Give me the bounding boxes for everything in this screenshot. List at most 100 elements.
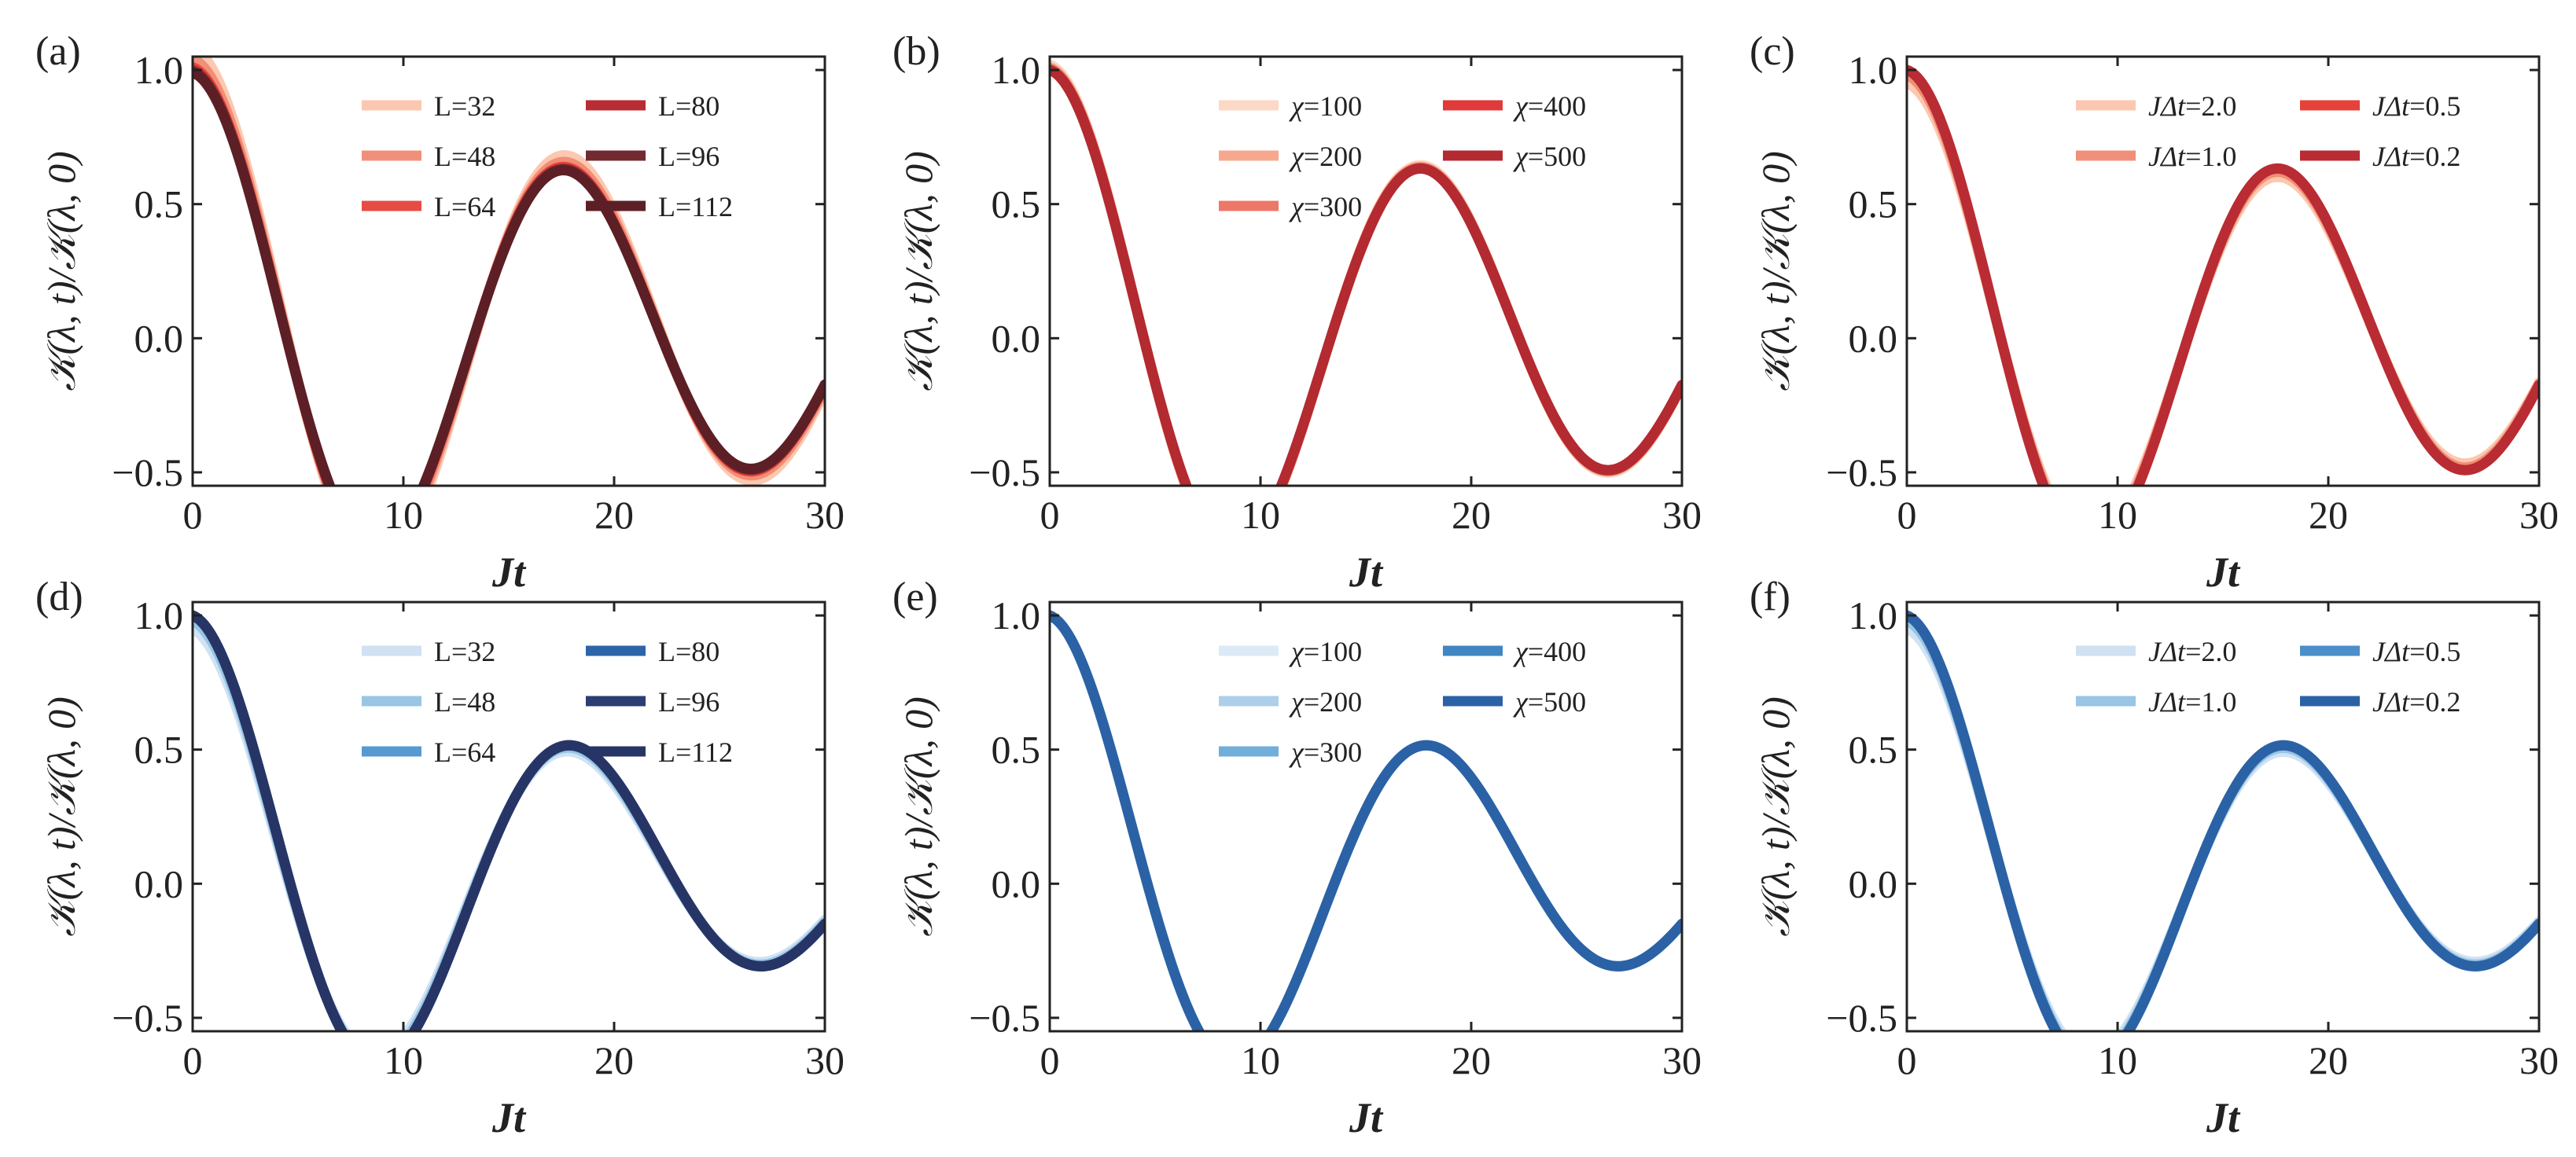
series-line-5 [193, 610, 825, 1031]
series-line-3 [193, 64, 825, 486]
y-tick-label: 0.5 [1849, 182, 1898, 226]
legend: JΔt=2.0 JΔt=1.0 JΔt=0.5 JΔt=0.2 [2076, 636, 2460, 718]
series-line-2 [193, 62, 825, 486]
legend-label: L=112 [658, 191, 733, 222]
legend-label: L=112 [658, 736, 733, 768]
series-lines [1907, 610, 2539, 1031]
series-lines [1050, 59, 1682, 486]
series-line-4 [1050, 64, 1682, 486]
legend-item: L=80 [586, 90, 719, 122]
legend-label: χ=400 [1513, 636, 1586, 667]
series-line-1 [193, 57, 825, 486]
series-line-0 [197, 57, 825, 486]
legend-label: JΔt=0.2 [2372, 686, 2460, 718]
y-tick-label: −0.5 [112, 450, 183, 494]
y-tick-label: −0.5 [969, 450, 1040, 494]
legend-label: χ=300 [1289, 736, 1362, 768]
axes-frame [1905, 55, 2541, 487]
x-axis-label: Jt [1349, 1094, 1384, 1141]
legend: χ=100 χ=200 χ=300 χ=400 χ=500 [1219, 636, 1586, 768]
y-axis-label: 𝒦(λ, t)/𝒦(λ, 0) [1754, 151, 1798, 391]
x-tick-label: 30 [805, 493, 845, 537]
legend-item: JΔt=0.2 [2300, 141, 2460, 172]
legend-label: χ=500 [1513, 141, 1586, 172]
y-tick-label: 0.5 [992, 182, 1041, 226]
axes-frame [1048, 55, 1684, 487]
y-tick-label: 0.5 [134, 182, 184, 226]
y-tick-label: 0.0 [992, 316, 1041, 360]
x-tick-label: 30 [1662, 1038, 1702, 1082]
x-axis-label: Jt [2206, 549, 2241, 596]
legend-label: χ=100 [1289, 636, 1362, 667]
legend-label: L=64 [434, 736, 495, 768]
x-axis-label: Jt [491, 1094, 527, 1141]
x-tick-label: 10 [1241, 1038, 1280, 1082]
series-line-0 [193, 623, 825, 1031]
x-tick-label: 10 [384, 1038, 423, 1082]
legend: L=32 L=48 L=64 L=80 L=96 L=112 [362, 636, 733, 768]
legend: χ=100 χ=200 χ=300 χ=400 χ=500 [1219, 90, 1586, 222]
y-tick-label: 0.5 [134, 728, 184, 772]
y-axis-label: 𝒦(λ, t)/𝒦(λ, 0) [896, 151, 940, 391]
series-line-3 [1907, 64, 2539, 486]
legend-label: JΔt=0.2 [2372, 141, 2460, 172]
x-tick-label: 0 [183, 493, 203, 537]
legend: JΔt=2.0 JΔt=1.0 JΔt=0.5 JΔt=0.2 [2076, 90, 2460, 172]
y-axis-label: 𝒦(λ, t)/𝒦(λ, 0) [1754, 696, 1798, 937]
panel-label: (b) [892, 29, 940, 74]
legend-item: χ=300 [1219, 736, 1362, 768]
legend-item: L=64 [362, 736, 495, 768]
y-tick-label: 1.0 [992, 593, 1041, 637]
y-tick-label: −0.5 [1826, 450, 1897, 494]
x-tick-label: 20 [2309, 1038, 2348, 1082]
y-tick-label: 0.5 [1849, 728, 1898, 772]
x-tick-label: 30 [805, 1038, 845, 1082]
y-axis-label: 𝒦(λ, t)/𝒦(λ, 0) [39, 151, 83, 391]
x-tick-label: 0 [1040, 493, 1060, 537]
legend: L=32 L=48 L=64 L=80 L=96 L=112 [362, 90, 733, 222]
y-tick-label: 1.0 [134, 593, 184, 637]
legend-label: JΔt=0.5 [2372, 90, 2460, 122]
legend-item: χ=200 [1219, 141, 1362, 172]
series-line-4 [1050, 610, 1682, 1031]
legend-item: JΔt=2.0 [2076, 90, 2236, 122]
series-line-1 [1050, 62, 1682, 486]
panel-label: (c) [1750, 29, 1795, 74]
legend-item: χ=200 [1219, 686, 1362, 718]
panel-c: 0 10 20 30 −0.5 0.0 0.5 1.0 (c) Jt 𝒦(λ, t)/𝒦(λ, 0)… [1750, 29, 2559, 596]
legend-label: JΔt=2.0 [2148, 90, 2236, 122]
legend-label: L=96 [658, 141, 719, 172]
x-tick-label: 0 [1897, 493, 1917, 537]
y-tick-label: 0.0 [134, 316, 184, 360]
series-line-5 [193, 67, 825, 486]
series-line-1 [1050, 610, 1682, 1031]
legend-label: L=80 [658, 636, 719, 667]
panel-label: (d) [35, 575, 83, 619]
y-tick-label: 1.0 [992, 48, 1041, 92]
legend-item: χ=400 [1443, 636, 1586, 667]
legend-item: L=96 [586, 141, 719, 172]
legend-item: JΔt=1.0 [2076, 686, 2236, 718]
x-tick-label: 30 [2519, 1038, 2559, 1082]
panel-a: 0 10 20 30 −0.5 0.0 0.5 1.0 (a) Jt 𝒦(λ, t)/𝒦(λ, 0)… [35, 29, 845, 596]
x-axis-label: Jt [491, 549, 527, 596]
legend-item: L=48 [362, 686, 495, 718]
legend-label: JΔt=1.0 [2148, 141, 2236, 172]
axes-frame [191, 601, 826, 1033]
x-tick-label: 20 [1452, 1038, 1491, 1082]
legend-item: χ=100 [1219, 90, 1362, 122]
panel-label: (e) [892, 575, 938, 619]
legend-item: L=64 [362, 191, 495, 222]
x-tick-label: 20 [594, 1038, 634, 1082]
legend-label: L=48 [434, 141, 495, 172]
legend-label: L=32 [434, 636, 495, 667]
x-tick-label: 20 [1452, 493, 1491, 537]
y-tick-label: −0.5 [1826, 996, 1897, 1040]
legend-label: L=80 [658, 90, 719, 122]
y-tick-label: 0.5 [992, 728, 1041, 772]
series-lines [1907, 64, 2539, 486]
y-tick-label: 0.0 [134, 861, 184, 905]
legend-label: χ=400 [1513, 90, 1586, 122]
legend-item: L=32 [362, 90, 495, 122]
